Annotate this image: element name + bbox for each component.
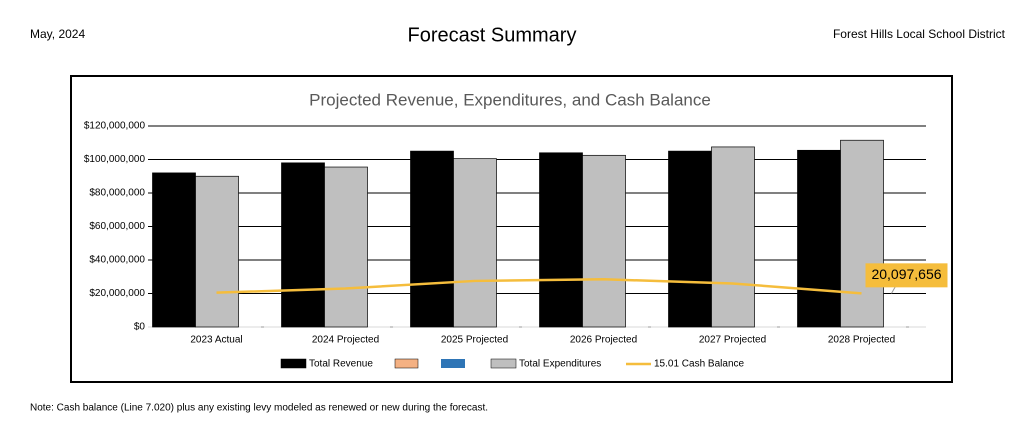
y-tick-label: $60,000,000 bbox=[89, 221, 145, 232]
y-tick-label: $40,000,000 bbox=[89, 255, 145, 266]
chart-title: Projected Revenue, Expenditures, and Cas… bbox=[309, 90, 711, 109]
x-tick-label: 2025 Projected bbox=[441, 335, 508, 346]
bar bbox=[711, 146, 755, 328]
y-tick-label: $80,000,000 bbox=[89, 188, 145, 199]
bar bbox=[152, 172, 196, 328]
data-label: 20,097,656 bbox=[871, 266, 941, 282]
y-tick-label: $0 bbox=[134, 322, 146, 333]
bar bbox=[195, 175, 239, 328]
bar bbox=[840, 139, 884, 328]
legend-swatch bbox=[490, 358, 517, 369]
legend-label: 15.01 Cash Balance bbox=[654, 359, 745, 370]
x-tick-label: 2028 Projected bbox=[828, 335, 895, 346]
legend-swatch bbox=[280, 358, 307, 369]
legend-swatch bbox=[394, 358, 419, 369]
x-tick-label: 2026 Projected bbox=[570, 335, 637, 346]
x-tick-label: 2024 Projected bbox=[312, 335, 379, 346]
date: May, 2024 bbox=[30, 27, 85, 41]
x-tick-label: 2023 Actual bbox=[190, 335, 242, 346]
y-tick-label: $120,000,000 bbox=[84, 121, 146, 132]
legend-swatch bbox=[441, 359, 465, 368]
note: Note: Cash balance (Line 7.020) plus any… bbox=[30, 403, 488, 414]
bar bbox=[797, 149, 841, 328]
bar bbox=[539, 152, 583, 328]
data-label-box bbox=[865, 263, 948, 288]
bar bbox=[582, 154, 626, 328]
y-tick-label: $20,000,000 bbox=[89, 288, 145, 299]
page-title: Forecast Summary bbox=[408, 24, 577, 46]
legend-label: Total Expenditures bbox=[519, 359, 601, 370]
bar bbox=[281, 162, 325, 328]
bar bbox=[324, 166, 368, 328]
district: Forest Hills Local School District bbox=[833, 27, 1006, 41]
x-tick-label: 2027 Projected bbox=[699, 335, 766, 346]
bar bbox=[453, 158, 497, 328]
y-tick-label: $100,000,000 bbox=[84, 154, 146, 165]
bar bbox=[410, 150, 454, 328]
line bbox=[216, 278, 862, 295]
legend-label: Total Revenue bbox=[309, 359, 373, 370]
bar bbox=[668, 150, 712, 328]
